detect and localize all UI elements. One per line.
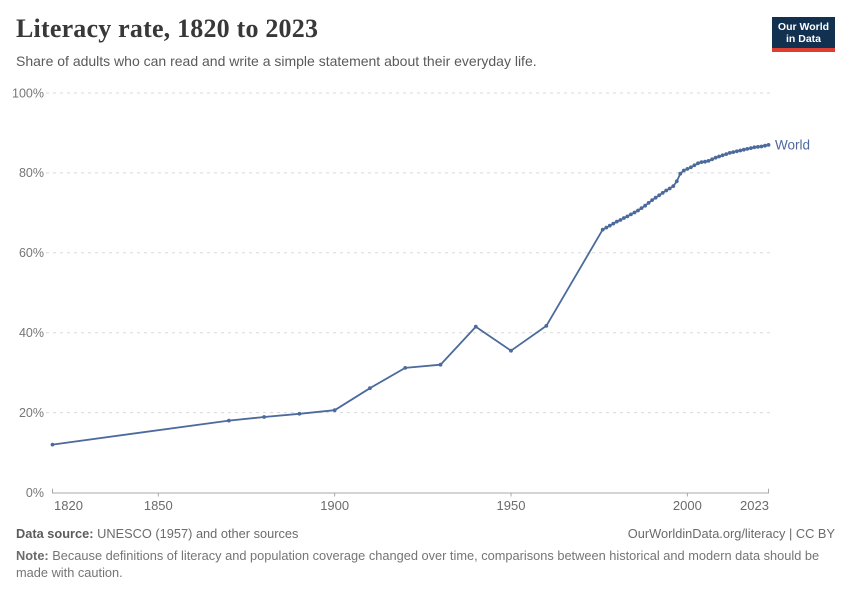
series-line-world[interactable] xyxy=(51,144,770,446)
owid-logo-red-bar xyxy=(772,48,835,52)
data-point xyxy=(611,221,616,226)
owid-logo[interactable]: Our World in Data xyxy=(772,17,835,52)
data-point xyxy=(749,146,753,151)
data-point xyxy=(438,362,443,367)
page-title: Literacy rate, 1820 to 2023 xyxy=(16,14,319,43)
y-tick-label-100: 100% xyxy=(12,86,44,100)
x-tick-label-2023: 2023 xyxy=(740,498,769,513)
data-point xyxy=(763,143,767,148)
data-source-value: UNESCO (1957) and other sources xyxy=(93,526,299,541)
y-tick-label-80: 80% xyxy=(19,166,44,180)
data-point xyxy=(667,186,672,191)
owid-logo-line2: in Data xyxy=(785,33,821,45)
data-point xyxy=(50,442,55,447)
data-point xyxy=(509,348,513,353)
data-point xyxy=(607,223,612,228)
data-point xyxy=(614,219,619,224)
x-tick-label-1900: 1900 xyxy=(320,498,349,513)
data-point xyxy=(643,203,647,208)
data-point xyxy=(629,212,633,217)
data-point xyxy=(745,147,750,151)
y-tick-label-20: 20% xyxy=(19,406,44,420)
data-source-text: Data source: UNESCO (1957) and other sou… xyxy=(16,526,298,541)
x-tick-label-2000: 2000 xyxy=(673,498,702,513)
data-point xyxy=(759,144,764,149)
note-label: Note: xyxy=(16,548,49,563)
data-point xyxy=(678,171,683,176)
data-point xyxy=(632,210,637,215)
source-row: Data source: UNESCO (1957) and other sou… xyxy=(16,526,835,541)
data-point xyxy=(766,143,771,147)
data-point xyxy=(297,411,302,416)
data-point xyxy=(636,208,640,213)
data-point xyxy=(671,184,676,189)
chart-note: Note: Because definitions of literacy an… xyxy=(16,547,835,582)
data-point xyxy=(703,159,707,164)
data-point xyxy=(262,415,266,419)
data-point xyxy=(720,153,725,158)
data-point xyxy=(332,408,337,413)
data-point xyxy=(664,188,669,193)
note-value: Because definitions of literacy and popu… xyxy=(16,548,820,581)
data-point xyxy=(689,165,693,170)
x-tick-label-1950: 1950 xyxy=(497,498,526,513)
data-point xyxy=(657,193,662,198)
data-point xyxy=(685,167,690,171)
chart-header: Literacy rate, 1820 to 2023 Share of adu… xyxy=(16,14,835,69)
data-point xyxy=(674,179,679,184)
owid-logo-box: Our World in Data xyxy=(772,17,835,48)
data-point xyxy=(600,227,605,232)
data-point xyxy=(696,161,700,166)
data-source-label: Data source: xyxy=(16,526,94,541)
data-point xyxy=(227,418,231,423)
data-point xyxy=(681,168,686,173)
x-tick-label-1850: 1850 xyxy=(144,498,173,513)
data-point xyxy=(727,151,732,155)
data-point xyxy=(731,150,736,155)
chart-subtitle: Share of adults who can read and write a… xyxy=(16,53,537,69)
data-point xyxy=(625,214,630,219)
y-tick-label-40: 40% xyxy=(19,326,44,340)
data-point xyxy=(403,366,408,370)
data-point xyxy=(622,216,626,220)
data-point xyxy=(653,195,658,200)
data-point xyxy=(692,163,697,168)
y-tick-label-0: 0% xyxy=(26,486,44,500)
data-point xyxy=(650,198,654,203)
data-point xyxy=(618,218,623,222)
owid-credit-link[interactable]: OurWorldinData.org/literacy | CC BY xyxy=(627,526,835,541)
x-axis-line xyxy=(52,488,769,494)
data-point xyxy=(734,149,739,154)
data-point xyxy=(756,145,760,149)
owid-logo-line1: Our World xyxy=(777,21,830,33)
data-point xyxy=(752,145,757,150)
data-point xyxy=(741,147,746,152)
data-point xyxy=(738,148,743,153)
data-point xyxy=(639,206,644,211)
chart-footer: Data source: UNESCO (1957) and other sou… xyxy=(16,526,835,582)
series-label-world: World xyxy=(775,137,810,152)
data-point xyxy=(646,201,651,205)
data-point xyxy=(544,324,549,328)
data-point xyxy=(699,160,704,165)
data-point xyxy=(473,324,478,329)
data-point xyxy=(710,157,714,162)
data-point xyxy=(713,155,718,160)
x-tick-label-1820: 1820 xyxy=(54,498,83,513)
data-point xyxy=(604,225,609,230)
data-point xyxy=(368,386,372,391)
data-point xyxy=(660,191,665,195)
data-point xyxy=(706,159,711,163)
data-point xyxy=(724,152,729,157)
y-tick-label-60: 60% xyxy=(19,246,44,260)
data-point xyxy=(717,154,721,159)
